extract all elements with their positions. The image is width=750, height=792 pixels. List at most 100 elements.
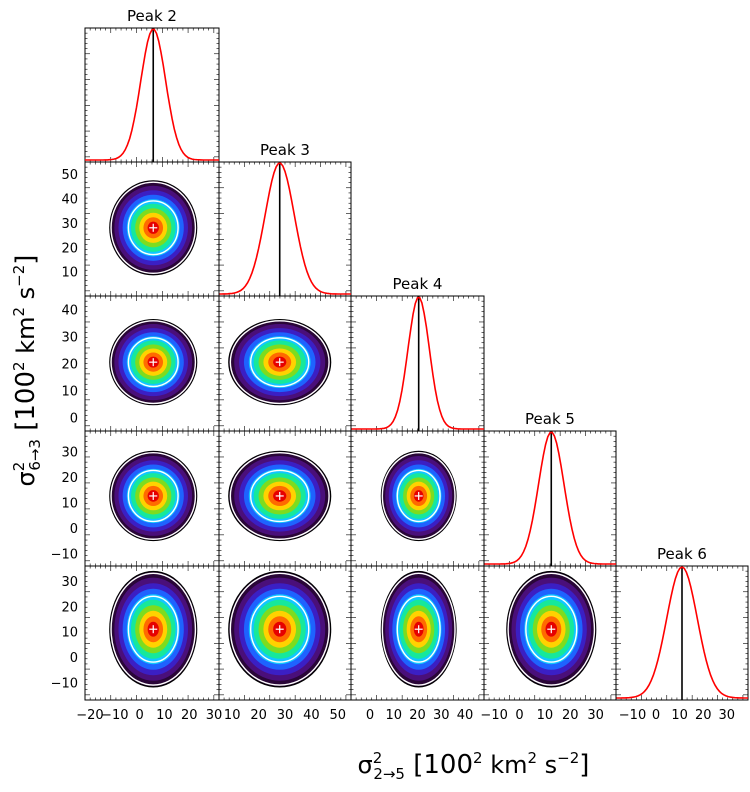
y-tick-label: 50	[61, 168, 78, 183]
contour-line-outer	[229, 572, 330, 686]
x-tick-label: −10	[619, 708, 646, 723]
x-axis-title: σ2 2→5 [1002 km2 s−2]	[358, 749, 590, 783]
pdf-curve	[484, 431, 616, 565]
x-tick-label: 20	[562, 708, 579, 723]
contour-fill	[228, 319, 332, 406]
contour-panel-2-3	[84, 161, 220, 297]
peak-label: Peak 4	[393, 275, 443, 293]
contour-line-outer	[229, 320, 330, 405]
x-tick-label: 20	[409, 708, 426, 723]
y-tick-label: 30	[61, 445, 78, 460]
x-tick-label: 20	[250, 708, 267, 723]
x-tick-label: 30	[206, 708, 223, 723]
contour-line-inner	[396, 469, 441, 523]
contour-panel-4-5	[350, 430, 485, 567]
x-tick-label: −20	[76, 708, 103, 723]
x-tick-label: −10	[101, 708, 128, 723]
contour-line-inner	[127, 595, 179, 663]
y-tick-label: 20	[61, 241, 78, 256]
x-tick-label: −10	[480, 708, 507, 723]
x-tick-label: 30	[587, 708, 604, 723]
pdf-panel-4: Peak 4	[350, 275, 485, 432]
contour-panel-3-4	[218, 295, 352, 432]
y-tick-label: 10	[61, 496, 78, 511]
contour-line-inner	[127, 200, 179, 256]
x-tick-label: 0	[515, 708, 523, 723]
contour-line-outer	[381, 451, 456, 540]
y-tick-label: −10	[51, 676, 78, 691]
contour-panel-5-6	[483, 565, 617, 701]
contour-fill	[228, 570, 332, 688]
contour-line-outer	[507, 572, 596, 686]
pdf-frame	[84, 27, 220, 163]
contour-panel-2-6	[84, 565, 220, 701]
contour-fill	[380, 570, 457, 688]
contour-line-inner	[525, 595, 578, 663]
contour-panel-4-6	[350, 565, 485, 701]
pdf-frame	[218, 161, 352, 297]
y-tick-label: 30	[61, 217, 78, 232]
contour-line-inner	[249, 337, 310, 388]
x-tick-label: 50	[330, 708, 347, 723]
pdf-frame	[483, 430, 617, 567]
contour-line-outer	[110, 320, 197, 405]
y-tick-label: 20	[61, 600, 78, 615]
x-tick-label: 0	[652, 708, 660, 723]
contour-fill	[109, 319, 198, 406]
pdf-panel-2: Peak 2	[84, 7, 220, 163]
contour-line-inner	[249, 469, 310, 523]
contour-line-outer	[110, 181, 197, 275]
peak-label: Peak 3	[260, 141, 310, 159]
pdf-curve	[351, 296, 484, 430]
y-tick-label: 20	[61, 471, 78, 486]
contour-fill	[109, 450, 198, 542]
peak-label: Peak 5	[525, 410, 575, 428]
contour-line-inner	[127, 337, 179, 388]
y-tick-label: 10	[61, 385, 78, 400]
pdf-panel-3: Peak 3	[218, 141, 352, 297]
y-tick-label: 30	[61, 575, 78, 590]
contour-line-inner	[249, 595, 310, 663]
y-tick-label: 10	[61, 626, 78, 641]
x-tick-label: 30	[277, 708, 294, 723]
y-tick-label: 30	[61, 331, 78, 346]
y-tick-label: 0	[70, 651, 78, 666]
contour-fill	[380, 450, 457, 542]
pdf-frame	[350, 295, 485, 432]
contour-line-outer	[229, 451, 330, 540]
pdf-curve	[616, 566, 748, 699]
x-tick-label: 20	[695, 708, 712, 723]
contour-line-outer	[381, 572, 456, 686]
x-tick-label: 30	[719, 708, 736, 723]
contour-panel-2-5	[84, 430, 220, 567]
x-tick-label: 10	[671, 708, 688, 723]
pdf-curve	[219, 162, 351, 295]
contour-panel-3-5	[218, 430, 352, 567]
x-tick-label: 30	[433, 708, 450, 723]
y-tick-label: 0	[70, 412, 78, 427]
contour-line-inner	[127, 469, 179, 523]
pdf-panel-5: Peak 5	[483, 410, 617, 567]
x-tick-label: 0	[135, 708, 143, 723]
peak-label: Peak 2	[127, 7, 177, 25]
y-tick-label: 0	[70, 522, 78, 537]
y-tick-label: −10	[51, 547, 78, 562]
x-tick-label: 10	[156, 708, 173, 723]
contour-line-outer	[110, 572, 197, 686]
y-tick-label: 20	[61, 358, 78, 373]
x-tick-label: 10	[224, 708, 241, 723]
contour-fill	[228, 450, 332, 542]
x-tick-label: 10	[537, 708, 554, 723]
contour-line-outer	[110, 451, 197, 540]
x-tick-label: 20	[181, 708, 198, 723]
x-tick-label: 10	[385, 708, 402, 723]
contour-fill	[506, 570, 597, 688]
contour-fill	[109, 570, 198, 688]
contour-fill	[109, 180, 198, 276]
y-tick-label: 10	[61, 266, 78, 281]
pdf-panel-6: Peak 6	[615, 545, 749, 701]
x-tick-label: 40	[457, 708, 474, 723]
contour-line-inner	[396, 595, 441, 663]
y-tick-label: 40	[61, 304, 78, 319]
